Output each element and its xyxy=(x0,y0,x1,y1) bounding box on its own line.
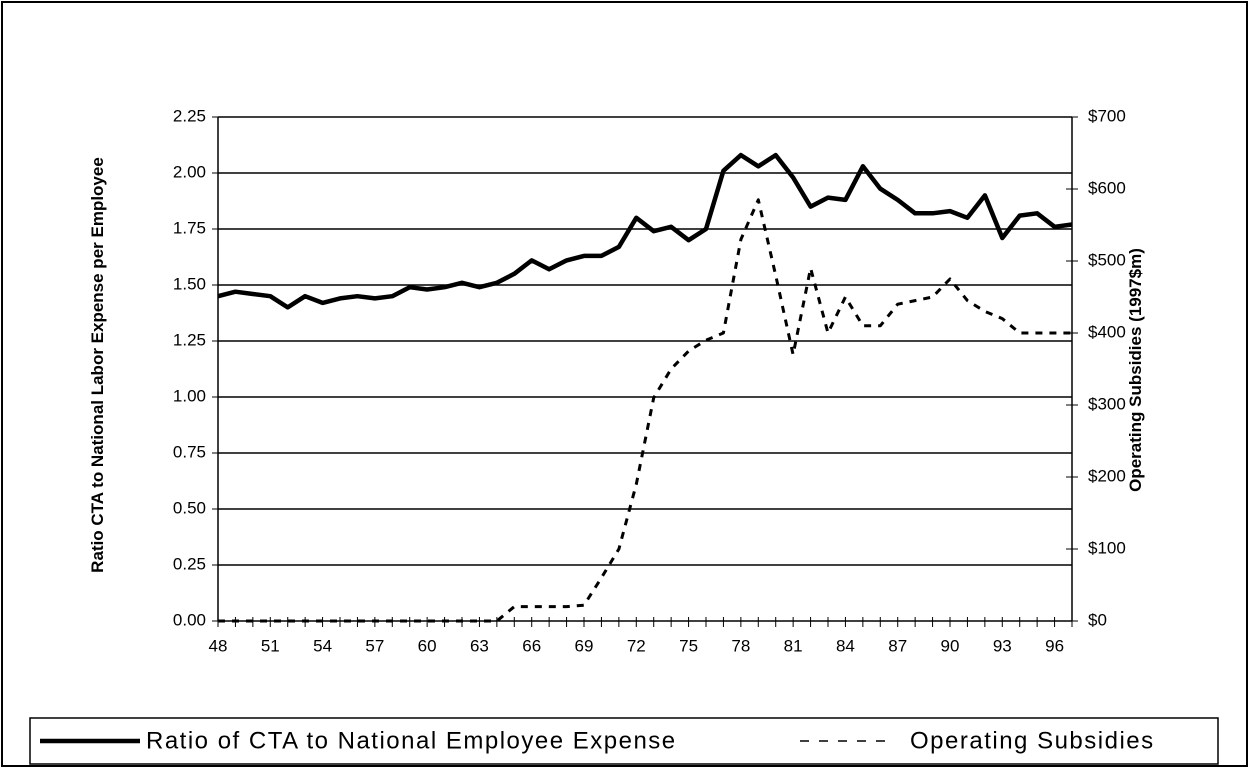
y2-tick-label: $200 xyxy=(1088,466,1126,485)
x-tick-label: 54 xyxy=(313,636,332,655)
x-tick-label: 51 xyxy=(261,636,280,655)
x-tick-label: 63 xyxy=(470,636,489,655)
y-tick-label: 0.00 xyxy=(173,610,206,629)
x-tick-label: 69 xyxy=(575,636,594,655)
y2-tick-label: $300 xyxy=(1088,394,1126,413)
series-line xyxy=(218,198,1072,623)
x-tick-label: 96 xyxy=(1045,636,1064,655)
y-tick-label: 1.75 xyxy=(173,218,206,237)
x-tick-label: 93 xyxy=(993,636,1012,655)
y-tick-label: 2.00 xyxy=(173,162,206,181)
x-tick-label: 90 xyxy=(941,636,960,655)
y2-tick-label: $0 xyxy=(1088,610,1107,629)
y-tick-label: 1.25 xyxy=(173,330,206,349)
y2-tick-label: $600 xyxy=(1088,178,1126,197)
y2-tick-label: $400 xyxy=(1088,322,1126,341)
x-tick-label: 72 xyxy=(627,636,646,655)
x-tick-label: 66 xyxy=(522,636,541,655)
y-tick-label: 0.50 xyxy=(173,498,206,517)
y2-tick-label: $700 xyxy=(1088,106,1126,125)
y-tick-label: 1.50 xyxy=(173,274,206,293)
y2-tick-label: $500 xyxy=(1088,250,1126,269)
y-tick-label: 0.75 xyxy=(173,442,206,461)
x-tick-label: 57 xyxy=(365,636,384,655)
y-tick-label: 1.00 xyxy=(173,386,206,405)
x-tick-label: 75 xyxy=(679,636,698,655)
x-tick-label: 60 xyxy=(418,636,437,655)
y2-tick-label: $100 xyxy=(1088,538,1126,557)
series-line xyxy=(217,152,1073,310)
y-tick-label: 0.25 xyxy=(173,554,206,573)
y2-axis-title: Operating Subsidies (1997$m) xyxy=(1126,248,1145,492)
legend-label: Operating Subsidies xyxy=(910,727,1155,754)
x-tick-label: 78 xyxy=(731,636,750,655)
legend-label: Ratio of CTA to National Employee Expens… xyxy=(146,727,677,754)
y-axis-title: Ratio CTA to National Labor Expense per … xyxy=(88,157,107,573)
legend-box xyxy=(29,717,1219,765)
x-tick-label: 81 xyxy=(784,636,803,655)
y-tick-label: 2.25 xyxy=(173,106,206,125)
x-tick-label: 84 xyxy=(836,636,855,655)
x-tick-label: 48 xyxy=(209,636,228,655)
x-tick-label: 87 xyxy=(888,636,907,655)
